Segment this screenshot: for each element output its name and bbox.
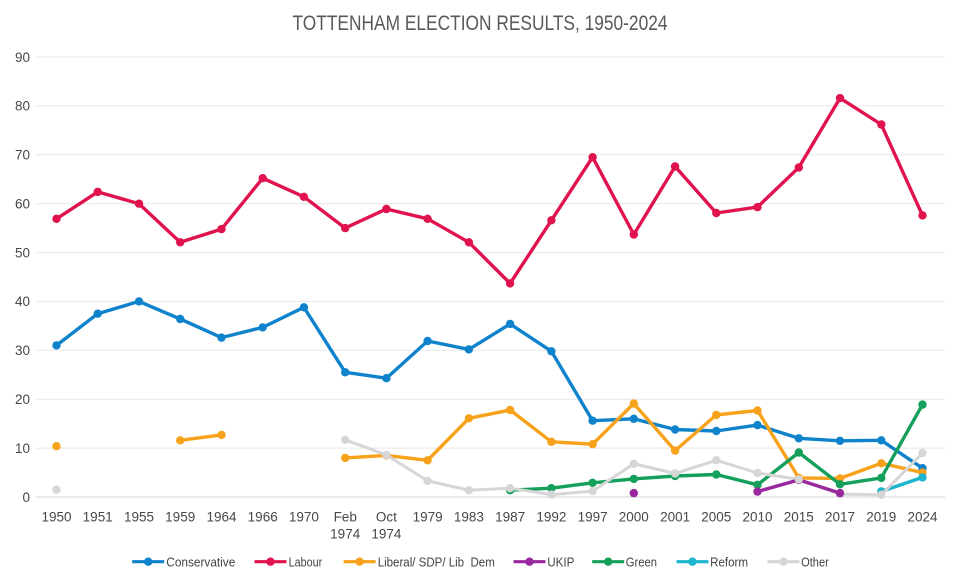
svg-text:2001: 2001 (660, 510, 690, 525)
svg-text:1955: 1955 (124, 510, 154, 525)
svg-text:2017: 2017 (825, 510, 855, 525)
svg-text:2000: 2000 (619, 510, 649, 525)
svg-text:Labour: Labour (289, 554, 323, 569)
svg-text:1987: 1987 (495, 510, 525, 525)
svg-text:Green: Green (626, 554, 657, 569)
svg-text:20: 20 (15, 392, 30, 407)
svg-text:1997: 1997 (578, 510, 608, 525)
svg-text:1970: 1970 (289, 510, 319, 525)
svg-text:80: 80 (15, 99, 30, 114)
svg-text:10: 10 (15, 441, 30, 456)
svg-text:0: 0 (22, 490, 30, 505)
svg-text:1951: 1951 (83, 510, 113, 525)
svg-text:2005: 2005 (701, 510, 731, 525)
svg-text:1964: 1964 (206, 510, 237, 525)
svg-text:1950: 1950 (41, 510, 71, 525)
svg-text:Oct: Oct (376, 510, 397, 525)
svg-text:1983: 1983 (454, 510, 484, 525)
svg-text:Reform: Reform (710, 554, 748, 569)
svg-text:Feb: Feb (334, 510, 357, 525)
svg-text:60: 60 (15, 197, 30, 212)
svg-text:1979: 1979 (413, 510, 443, 525)
svg-text:2010: 2010 (742, 510, 772, 525)
svg-text:1992: 1992 (536, 510, 566, 525)
svg-text:1966: 1966 (248, 510, 278, 525)
svg-text:Liberal/ SDP/ Lib Dem: Liberal/ SDP/ Lib Dem (378, 554, 495, 569)
svg-text:1974: 1974 (371, 527, 402, 542)
svg-text:TOTTENHAM ELECTION RESULTS, 19: TOTTENHAM ELECTION RESULTS, 1950-2024 (293, 12, 668, 35)
svg-text:70: 70 (15, 148, 30, 163)
svg-text:90: 90 (15, 50, 30, 65)
svg-text:2015: 2015 (784, 510, 814, 525)
svg-text:2019: 2019 (866, 510, 896, 525)
svg-text:40: 40 (15, 294, 30, 309)
svg-text:UKIP: UKIP (547, 554, 574, 569)
svg-text:Conservative: Conservative (166, 554, 235, 569)
svg-text:30: 30 (15, 343, 30, 358)
svg-text:1974: 1974 (330, 527, 361, 542)
svg-text:2024: 2024 (907, 510, 938, 525)
svg-text:1959: 1959 (165, 510, 195, 525)
svg-text:50: 50 (15, 245, 30, 260)
svg-text:Other: Other (801, 554, 829, 569)
